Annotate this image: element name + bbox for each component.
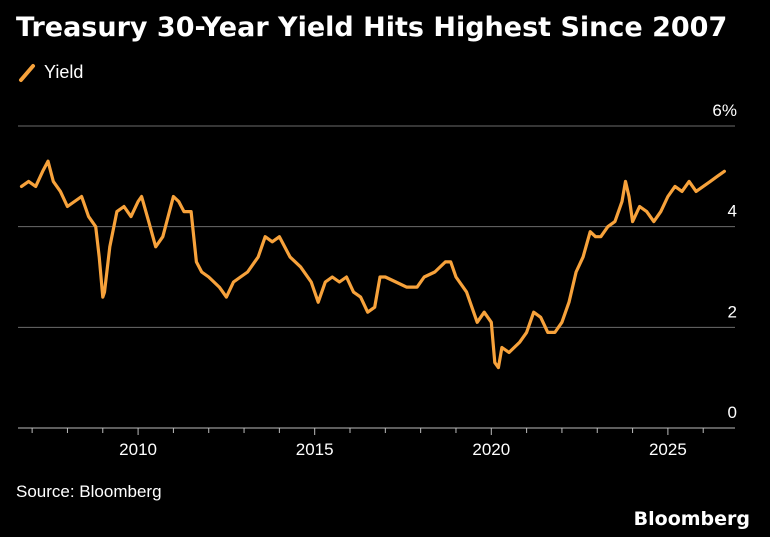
y-tick-label-4: 4 [728,202,737,221]
x-tick-label-2025: 2025 [649,440,687,459]
legend: Yield [18,62,83,83]
x-tick-label-2010: 2010 [119,440,157,459]
y-tick-label-0: 0 [728,403,737,422]
chart-title: Treasury 30-Year Yield Hits Highest Sinc… [16,12,728,43]
y-tick-label-6: 6% [712,101,737,120]
series-line-yield [19,159,726,370]
legend-swatch-icon [19,63,35,82]
legend-label-yield: Yield [44,62,84,82]
bloomberg-logo: Bloomberg [633,508,750,530]
x-tick-label-2015: 2015 [296,440,334,459]
x-tick-label-2020: 2020 [472,440,510,459]
source-note: Source: Bloomberg [16,482,162,501]
y-tick-label-2: 2 [728,302,737,321]
